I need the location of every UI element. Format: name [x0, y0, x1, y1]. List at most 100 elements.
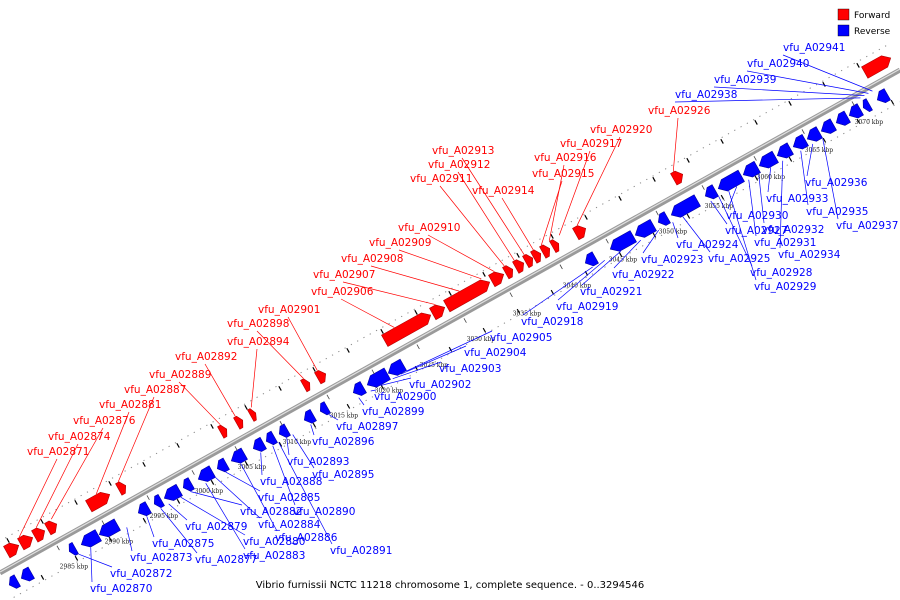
forward-gene-arrow-17[interactable] [522, 254, 534, 269]
gene-label-vfu_a02907[interactable]: vfu_A02907 [313, 269, 375, 281]
reverse-gene-arrow-29[interactable] [776, 142, 794, 159]
gene-label-vfu_a02895[interactable]: vfu_A02895 [312, 469, 374, 481]
forward-gene-arrow-14[interactable] [488, 271, 505, 288]
gene-label-vfu_a02880[interactable]: vfu_A02880 [243, 536, 305, 548]
gene-label-vfu_a02929[interactable]: vfu_A02929 [754, 281, 816, 293]
gene-label-vfu_a02927[interactable]: vfu_A02927 [725, 225, 787, 237]
gene-label-vfu_a02925[interactable]: vfu_A02925 [708, 253, 770, 265]
gene-label-vfu_a02904[interactable]: vfu_A02904 [464, 347, 527, 359]
gene-label-vfu_a02890[interactable]: vfu_A02890 [293, 506, 355, 518]
gene-label-vfu_a02903[interactable]: vfu_A02903 [439, 363, 501, 375]
reverse-gene-arrow-36[interactable] [876, 88, 891, 104]
reverse-gene-arrow-25[interactable] [704, 184, 719, 200]
gene-label-vfu_a02933[interactable]: vfu_A02933 [766, 193, 828, 205]
reverse-gene-arrow-17[interactable] [352, 381, 367, 396]
forward-gene-arrow-4[interactable] [85, 491, 111, 513]
gene-label-vfu_a02941[interactable]: vfu_A02941 [783, 42, 845, 54]
gene-label-vfu_a02923[interactable]: vfu_A02923 [641, 254, 703, 266]
reverse-gene-arrow-27[interactable] [742, 160, 761, 178]
gene-label-vfu_a02919[interactable]: vfu_A02919 [556, 301, 618, 313]
gene-label-vfu_a02892[interactable]: vfu_A02892 [175, 351, 237, 363]
gene-label-vfu_a02939[interactable]: vfu_A02939 [714, 74, 776, 86]
forward-gene-arrow-8[interactable] [247, 408, 257, 422]
reverse-gene-arrow-35[interactable] [862, 98, 873, 113]
gene-label-vfu_a02910[interactable]: vfu_A02910 [398, 222, 460, 234]
gene-label-vfu_a02912[interactable]: vfu_A02912 [428, 159, 490, 171]
forward-gene-arrow-1[interactable] [17, 534, 34, 551]
forward-gene-arrow-19[interactable] [539, 244, 551, 259]
reverse-gene-arrow-30[interactable] [792, 133, 809, 150]
forward-gene-arrow-10[interactable] [314, 370, 327, 385]
reverse-gene-arrow-15[interactable] [303, 408, 317, 424]
gene-label-vfu_a02879[interactable]: vfu_A02879 [185, 521, 247, 533]
gene-label-vfu_a02920[interactable]: vfu_A02920 [590, 124, 652, 136]
gene-label-vfu_a02871[interactable]: vfu_A02871 [27, 446, 89, 458]
gene-label-vfu_a02876[interactable]: vfu_A02876 [73, 415, 136, 427]
reverse-gene-arrow-0[interactable] [8, 574, 21, 589]
gene-label-vfu_a02908[interactable]: vfu_A02908 [341, 253, 403, 265]
gene-label-vfu_a02934[interactable]: vfu_A02934 [778, 249, 841, 261]
gene-label-vfu_a02898[interactable]: vfu_A02898 [227, 318, 289, 330]
gene-label-vfu_a02896[interactable]: vfu_A02896 [312, 436, 375, 448]
reverse-gene-arrow-23[interactable] [657, 211, 671, 226]
reverse-gene-arrow-16[interactable] [319, 401, 331, 416]
gene-label-vfu_a02870[interactable]: vfu_A02870 [90, 583, 152, 595]
gene-label-vfu_a02915[interactable]: vfu_A02915 [532, 168, 594, 180]
gene-label-vfu_a02894[interactable]: vfu_A02894 [227, 336, 290, 348]
gene-label-vfu_a02940[interactable]: vfu_A02940 [747, 58, 809, 70]
reverse-gene-arrow-12[interactable] [252, 436, 267, 452]
gene-label-vfu_a02935[interactable]: vfu_A02935 [806, 206, 868, 218]
gene-label-vfu_a02932[interactable]: vfu_A02932 [762, 224, 824, 236]
gene-label-vfu_a02897[interactable]: vfu_A02897 [336, 421, 398, 433]
reverse-gene-arrow-26[interactable] [717, 169, 745, 192]
gene-label-vfu_a02885[interactable]: vfu_A02885 [258, 492, 320, 504]
gene-label-vfu_a02906[interactable]: vfu_A02906 [311, 286, 374, 298]
gene-label-vfu_a02905[interactable]: vfu_A02905 [490, 332, 552, 344]
reverse-gene-arrow-9[interactable] [197, 465, 216, 482]
reverse-gene-arrow-24[interactable] [670, 194, 701, 218]
gene-label-vfu_a02882[interactable]: vfu_A02882 [240, 506, 302, 518]
forward-gene-arrow-11[interactable] [381, 312, 432, 347]
forward-gene-arrow-2[interactable] [31, 527, 46, 543]
forward-gene-arrow-20[interactable] [549, 239, 560, 254]
reverse-gene-arrow-21[interactable] [609, 230, 637, 252]
reverse-gene-arrow-1[interactable] [20, 566, 35, 582]
reverse-gene-arrow-7[interactable] [163, 483, 183, 501]
gene-label-vfu_a02916[interactable]: vfu_A02916 [534, 152, 597, 164]
reverse-gene-arrow-19[interactable] [387, 358, 407, 376]
gene-label-vfu_a02918[interactable]: vfu_A02918 [521, 316, 583, 328]
reverse-gene-arrow-22[interactable] [634, 218, 657, 238]
gene-label-vfu_a02928[interactable]: vfu_A02928 [750, 267, 812, 279]
gene-label-vfu_a02875[interactable]: vfu_A02875 [152, 538, 214, 550]
forward-gene-arrow-5[interactable] [115, 481, 127, 496]
forward-gene-arrow-7[interactable] [233, 415, 244, 430]
reverse-gene-arrow-34[interactable] [848, 103, 864, 119]
gene-label-vfu_a02921[interactable]: vfu_A02921 [580, 286, 642, 298]
gene-label-vfu_a02872[interactable]: vfu_A02872 [110, 568, 172, 580]
reverse-gene-arrow-2[interactable] [68, 541, 79, 556]
gene-label-vfu_a02909[interactable]: vfu_A02909 [369, 237, 431, 249]
gene-label-vfu_a02874[interactable]: vfu_A02874 [48, 431, 111, 443]
gene-label-vfu_a02913[interactable]: vfu_A02913 [432, 145, 494, 157]
reverse-gene-arrow-8[interactable] [182, 477, 195, 492]
gene-label-vfu_a02886[interactable]: vfu_A02886 [275, 532, 338, 544]
forward-gene-arrow-3[interactable] [44, 520, 58, 536]
gene-label-vfu_a02887[interactable]: vfu_A02887 [124, 384, 186, 396]
forward-gene-arrow-15[interactable] [502, 265, 514, 280]
gene-label-vfu_a02883[interactable]: vfu_A02883 [243, 550, 305, 562]
gene-label-vfu_a02888[interactable]: vfu_A02888 [260, 476, 322, 488]
reverse-gene-arrow-32[interactable] [820, 118, 837, 134]
gene-label-vfu_a02938[interactable]: vfu_A02938 [675, 89, 737, 101]
gene-label-vfu_a02889[interactable]: vfu_A02889 [149, 369, 211, 381]
reverse-gene-arrow-33[interactable] [835, 110, 851, 126]
gene-label-vfu_a02926[interactable]: vfu_A02926 [648, 105, 711, 117]
reverse-gene-arrow-14[interactable] [278, 423, 291, 438]
gene-label-vfu_a02900[interactable]: vfu_A02900 [374, 391, 436, 403]
forward-gene-arrow-9[interactable] [300, 378, 311, 393]
reverse-gene-arrow-31[interactable] [806, 126, 823, 142]
gene-label-vfu_a02924[interactable]: vfu_A02924 [676, 239, 739, 251]
gene-label-vfu_a02930[interactable]: vfu_A02930 [726, 210, 788, 222]
forward-gene-arrow-16[interactable] [512, 259, 525, 274]
gene-label-vfu_a02877[interactable]: vfu_A02877 [195, 554, 257, 566]
forward-gene-arrow-6[interactable] [217, 424, 228, 439]
